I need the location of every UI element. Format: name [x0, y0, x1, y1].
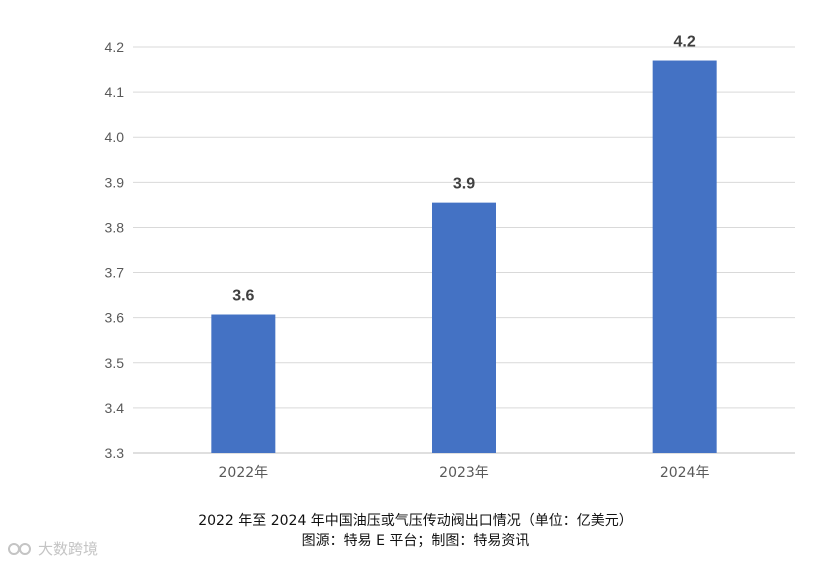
data-label: 3.6 [232, 288, 254, 305]
bar [432, 202, 496, 453]
bars [211, 60, 717, 454]
watermark: 大数跨境 [8, 538, 98, 559]
chart-caption-title: 2022 年至 2024 年中国油压或气压传动阀出口情况（单位：亿美元） [198, 513, 633, 529]
chart-caption-source: 图源：特易 E 平台；制图：特易资讯 [301, 533, 530, 549]
watermark-text: 大数跨境 [38, 540, 99, 558]
y-tick-label: 3.9 [105, 174, 125, 190]
data-labels: 3.6 3.9 4.2 [232, 34, 696, 305]
x-tick-label: 2023年 [439, 465, 489, 481]
y-tick-label: 4.0 [105, 129, 125, 145]
data-label: 3.9 [453, 176, 475, 193]
x-tick-label: 2022年 [219, 465, 269, 481]
x-axis-ticks: 2022年 2023年 2024年 [219, 465, 710, 481]
bar [652, 60, 717, 454]
data-label: 4.2 [674, 34, 696, 51]
y-tick-label: 4.2 [105, 39, 125, 55]
y-axis-ticks: 3.3 3.4 3.5 3.6 3.7 3.8 3.9 4.0 4.1 4.2 [105, 39, 125, 461]
bar [211, 314, 276, 453]
y-tick-label: 4.1 [105, 84, 125, 100]
y-tick-label: 3.8 [105, 219, 125, 235]
x-tick-label: 2024年 [660, 465, 710, 481]
bar-chart: 3.3 3.4 3.5 3.6 3.7 3.8 3.9 4.0 4.1 4.2 3.6 3.9 4.2… [105, 34, 795, 481]
y-tick-label: 3.4 [105, 400, 125, 416]
y-tick-label: 3.7 [105, 265, 125, 281]
y-tick-label: 3.6 [105, 310, 125, 326]
watermark-logo-icon [8, 542, 31, 555]
y-tick-label: 3.3 [105, 445, 125, 461]
y-tick-label: 3.5 [105, 355, 125, 371]
